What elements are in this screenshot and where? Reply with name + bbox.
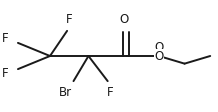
Text: F: F	[2, 32, 9, 45]
Text: O: O	[119, 13, 128, 26]
Text: F: F	[2, 67, 9, 80]
Text: F: F	[107, 86, 113, 99]
Text: Br: Br	[58, 86, 72, 99]
Text: F: F	[66, 13, 73, 26]
Text: O: O	[154, 41, 164, 54]
Text: O: O	[154, 50, 164, 62]
